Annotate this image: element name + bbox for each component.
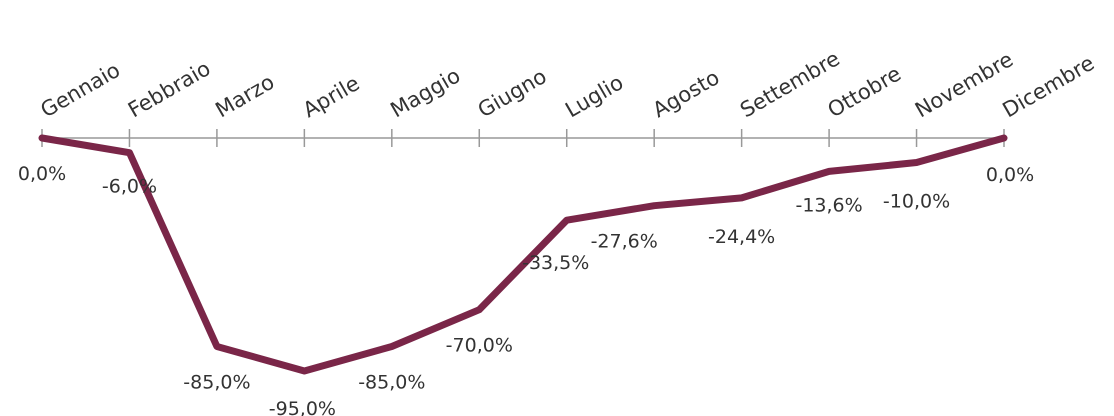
data-label: -27,6% bbox=[591, 231, 658, 253]
x-tick-label: Giugno bbox=[474, 64, 551, 122]
x-tick-label: Febbraio bbox=[124, 56, 215, 122]
data-label: -6,0% bbox=[102, 176, 157, 198]
x-tick-label: Novembre bbox=[911, 47, 1017, 122]
data-label: -13,6% bbox=[795, 194, 862, 216]
data-label: 0,0% bbox=[986, 164, 1034, 186]
x-tick-label: Luglio bbox=[561, 70, 627, 122]
data-label: -95,0% bbox=[269, 398, 336, 416]
data-label: -85,0% bbox=[358, 371, 425, 393]
data-label: 0,0% bbox=[18, 163, 66, 185]
data-label: -33,5% bbox=[522, 252, 589, 274]
data-labels: 0,0%-6,0%-85,0%-95,0%-85,0%-70,0%-33,5%-… bbox=[18, 163, 1034, 416]
series-line-group bbox=[38, 134, 1008, 375]
x-tick-label: Gennaio bbox=[37, 58, 125, 122]
x-tick-label: Marzo bbox=[211, 70, 278, 123]
series-line bbox=[38, 134, 1008, 375]
data-label: -10,0% bbox=[883, 191, 950, 213]
data-label: -24,4% bbox=[708, 226, 775, 248]
data-label: -85,0% bbox=[183, 371, 250, 393]
data-label: -70,0% bbox=[446, 335, 513, 357]
x-tick-label: Settembre bbox=[736, 46, 844, 122]
x-tick-label: Maggio bbox=[386, 63, 464, 122]
x-tick-label: Agosto bbox=[649, 65, 724, 122]
x-tick-label: Aprile bbox=[299, 71, 364, 122]
